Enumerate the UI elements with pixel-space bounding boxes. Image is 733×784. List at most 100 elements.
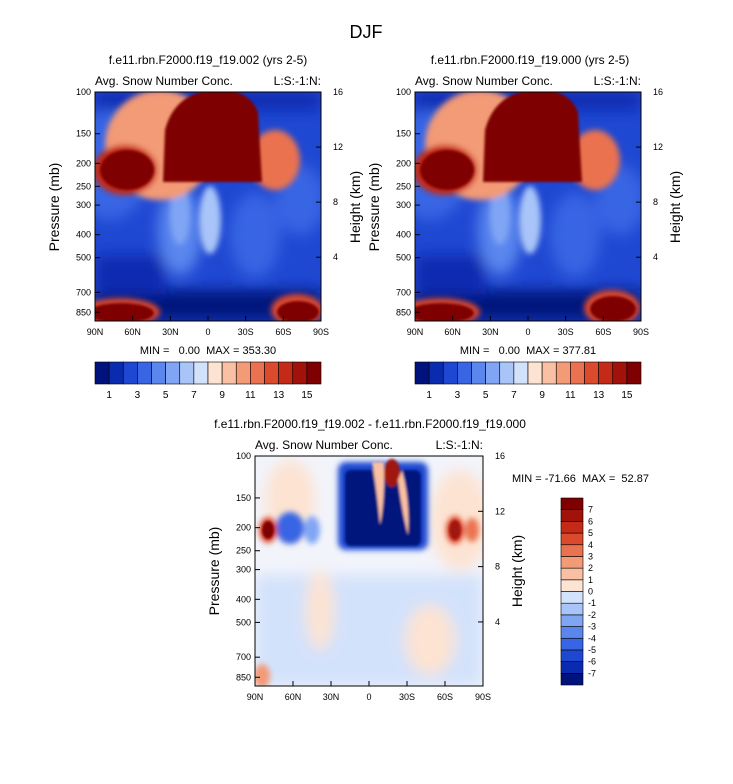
- panel-1-minmax: MIN = 0.00 MAX = 353.30: [140, 345, 276, 357]
- colorbar-label: 5: [163, 390, 169, 401]
- panel-3-y2label: Height (km): [509, 535, 525, 607]
- colorbar-label: -7: [588, 668, 596, 678]
- panel-2-ylabel: Pressure (mb): [366, 163, 382, 252]
- y2-tick-label: 16: [653, 87, 663, 97]
- x-tick-label: 60S: [595, 327, 611, 337]
- colorbar-label: 6: [588, 516, 593, 526]
- colorbar-swatch: [499, 361, 515, 385]
- colorbar-swatch: [560, 532, 584, 546]
- colorbar-label: 7: [191, 390, 197, 401]
- panel-3-title: f.e11.rbn.F2000.f19_f19.002 - f.e11.rbn.…: [214, 417, 526, 431]
- panel-3-level-label: L:S:-1:N:: [436, 438, 483, 452]
- y2-tick-label: 4: [495, 617, 500, 627]
- x-tick-label: 90N: [407, 327, 424, 337]
- colorbar-swatch: [560, 673, 584, 686]
- colorbar-label: 5: [483, 390, 489, 401]
- y-tick-label: 200: [396, 158, 411, 168]
- x-tick-label: 60N: [444, 327, 461, 337]
- colorbar-swatch: [137, 361, 152, 385]
- panel-1-contour-field: [95, 92, 321, 321]
- y-tick-label: 150: [76, 129, 91, 139]
- colorbar-swatch: [560, 661, 584, 674]
- colorbar-swatch: [612, 361, 628, 385]
- colorbar-label: 15: [301, 390, 313, 401]
- panel-3-colorbar: -7-6 -5 -4-3 -2 -10 1 2 34 5 67: [560, 497, 596, 686]
- y2-tick-label: 8: [653, 197, 658, 207]
- colorbar-label: 7: [588, 505, 593, 515]
- y-tick-label: 100: [396, 87, 411, 97]
- x-tick-label: 0: [366, 692, 371, 702]
- panel-2-y2axis: 16 12 8 4: [636, 87, 663, 262]
- y-tick-label: 100: [236, 451, 251, 461]
- panel-1-colorbar: 1 3 5 7 9 11 13 15: [94, 361, 322, 401]
- y-tick-label: 850: [236, 672, 251, 682]
- colorbar-swatch: [560, 544, 584, 557]
- panel-2-level-label: L:S:-1:N:: [594, 74, 641, 88]
- colorbar-swatch: [193, 361, 209, 385]
- panel-3-minmax: MIN = -71.66 MAX = 52.87: [512, 473, 649, 485]
- colorbar-swatch: [584, 361, 599, 385]
- colorbar-label: 0: [588, 587, 593, 597]
- colorbar-swatch: [560, 591, 584, 604]
- x-tick-label: 90S: [475, 692, 491, 702]
- colorbar-label: 3: [135, 390, 141, 401]
- colorbar-label: 9: [219, 390, 225, 401]
- x-tick-label: 90S: [313, 327, 329, 337]
- colorbar-swatch: [471, 361, 486, 385]
- panel-2-y2label: Height (km): [667, 171, 683, 243]
- y-tick-label: 400: [76, 230, 91, 240]
- colorbar-swatch: [560, 497, 584, 510]
- colorbar-swatch: [122, 361, 138, 385]
- panel-2-minmax: MIN = 0.00 MAX = 377.81: [460, 345, 596, 357]
- colorbar-swatch: [560, 509, 584, 522]
- colorbar-swatch: [179, 361, 195, 385]
- x-tick-label: 90N: [247, 692, 264, 702]
- colorbar-swatch: [306, 361, 322, 385]
- colorbar-swatch: [560, 649, 584, 662]
- y2-tick-label: 4: [333, 252, 338, 262]
- x-tick-label: 90S: [633, 327, 649, 337]
- colorbar-label: 4: [588, 540, 593, 550]
- colorbar-swatch: [560, 579, 584, 592]
- colorbar-label: 3: [588, 551, 593, 561]
- y-tick-label: 150: [236, 493, 251, 503]
- colorbar-swatch: [560, 614, 584, 627]
- colorbar-swatch: [207, 361, 223, 385]
- x-tick-label: 30N: [323, 692, 340, 702]
- colorbar-swatch: [94, 361, 110, 385]
- panel-1-yaxis: 100 150 200 250 300 400 500 700 850: [76, 87, 100, 317]
- panel-2-xaxis: 90N 60N 30N 0 30S 60S 90S: [407, 316, 649, 337]
- panel-3-yaxis: 100 150 200 250 300 400 500 700 850: [236, 451, 260, 682]
- colorbar-label: -4: [588, 633, 596, 643]
- x-tick-label: 30N: [482, 327, 499, 337]
- y-tick-label: 700: [236, 652, 251, 662]
- panel-3-ylabel: Pressure (mb): [206, 527, 222, 616]
- y-tick-label: 500: [396, 253, 411, 263]
- y-tick-label: 100: [76, 87, 91, 97]
- y-tick-label: 700: [76, 287, 91, 297]
- panel-2: f.e11.rbn.F2000.f19_f19.000 (yrs 2-5) Av…: [366, 53, 683, 401]
- colorbar-label: 7: [511, 390, 517, 401]
- colorbar-swatch: [457, 361, 472, 385]
- panel-3-variable-label: Avg. Snow Number Conc.: [255, 438, 393, 452]
- y-tick-label: 700: [396, 287, 411, 297]
- colorbar-swatch: [428, 361, 444, 385]
- colorbar-label: 1: [588, 575, 593, 585]
- colorbar-label: 11: [565, 390, 576, 401]
- colorbar-label: 15: [621, 390, 633, 401]
- colorbar-swatch: [598, 361, 614, 385]
- page-title: DJF: [350, 22, 383, 42]
- panel-3-y2axis: 16 12 8 4: [478, 451, 505, 627]
- x-tick-label: 30N: [162, 327, 179, 337]
- panel-1-variable-label: Avg. Snow Number Conc.: [95, 74, 233, 88]
- y2-tick-label: 8: [495, 562, 500, 572]
- colorbar-swatch: [108, 361, 124, 385]
- colorbar-swatch: [560, 626, 584, 639]
- y-tick-label: 300: [396, 200, 411, 210]
- panel-1-title: f.e11.rbn.F2000.f19_f19.002 (yrs 2-5): [109, 53, 308, 67]
- panel-2-colorbar: 1 3 5 7 9 11 13 15: [414, 361, 642, 401]
- panel-3-xaxis: 90N 60N 30N 0 30S 60S 90S: [247, 681, 491, 702]
- y2-tick-label: 12: [653, 142, 663, 152]
- colorbar-swatch: [560, 637, 584, 651]
- y2-tick-label: 4: [653, 252, 658, 262]
